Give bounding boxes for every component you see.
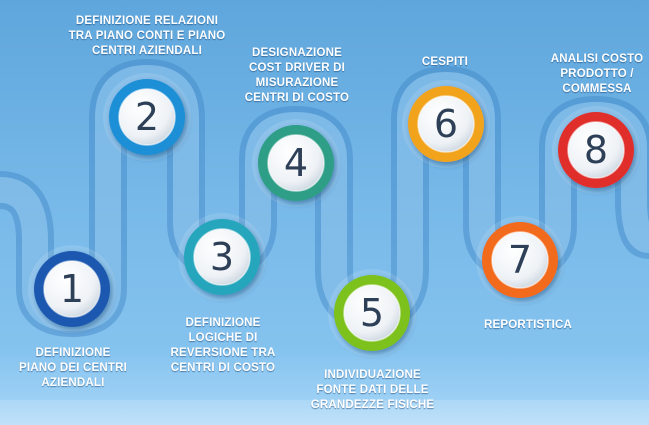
step-3-label: DEFINIZIONE LOGICHE DI REVERSIONE TRA CE… — [170, 317, 276, 374]
step-5-disc — [343, 284, 401, 342]
step-2-node: 2 — [103, 73, 191, 161]
step-1-node: 1 — [28, 245, 116, 333]
step-5-number: 5 — [360, 291, 384, 335]
step-7-disc — [491, 231, 549, 289]
step-6-disc — [417, 95, 475, 153]
step-6-label: CESPITI — [421, 56, 469, 68]
bottom-strip — [0, 400, 649, 425]
step-8-disc — [567, 121, 625, 179]
step-3-node: 3 — [178, 213, 266, 301]
step-7-node: 7 — [476, 216, 564, 304]
step-1-disc — [43, 260, 101, 318]
step-7-label: REPORTISTICA — [483, 319, 572, 331]
step-4-node: 4 — [252, 119, 340, 207]
step-8-number: 8 — [584, 128, 608, 172]
step-4-label: DESIGNAZIONE COST DRIVER DI MISURAZIONE … — [244, 47, 350, 104]
step-8-label: ANALISI COSTO PRODOTTO / COMMESSA — [550, 53, 644, 95]
step-7-number: 7 — [508, 238, 532, 282]
step-3-number: 3 — [210, 235, 234, 279]
step-4-number: 4 — [284, 141, 308, 185]
step-5-label: INDIVIDUAZIONE FONTE DATI DELLE GRANDEZZ… — [310, 369, 435, 411]
step-5-node: 5 — [328, 269, 416, 357]
step-1-number: 1 — [60, 267, 84, 311]
step-4-disc — [267, 134, 325, 192]
step-6-number: 6 — [434, 102, 458, 146]
step-2-number: 2 — [135, 95, 159, 139]
step-3-disc — [193, 228, 251, 286]
step-6-node: 6 — [402, 80, 490, 168]
winding-road — [0, 65, 649, 331]
step-2-disc — [118, 88, 176, 146]
step-2-label: DEFINIZIONE RELAZIONI TRA PIANO CONTI E … — [68, 15, 226, 57]
step-8-node: 8 — [552, 106, 640, 194]
step-1-label: DEFINIZIONE PIANO DEI CENTRI AZIENDALI — [19, 347, 127, 389]
steps-layer: 1 2 3 4 5 6 7 8 — [28, 73, 640, 357]
